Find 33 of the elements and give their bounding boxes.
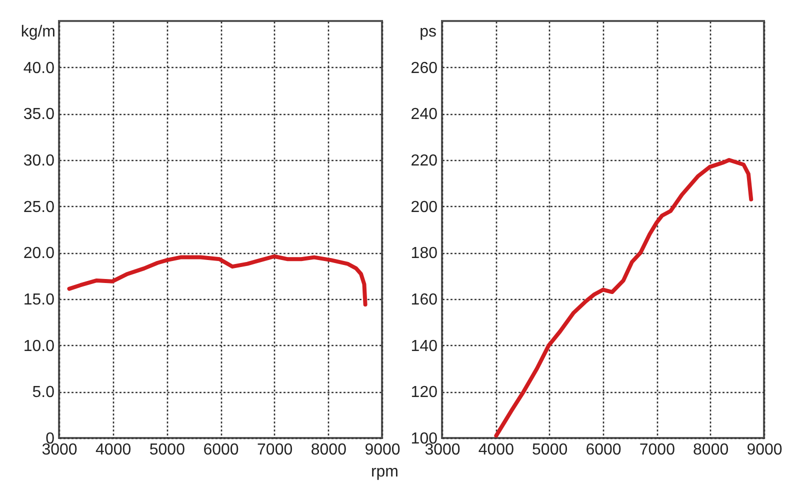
x-tick-label: 5000 — [532, 442, 568, 458]
y-tick-label: 120 — [410, 384, 438, 402]
y-tick-label: 10.0 — [23, 338, 55, 355]
y-tick-label: 20.0 — [23, 245, 55, 262]
y-tick-label: 200 — [410, 198, 438, 216]
x-tick-label: 4000 — [478, 442, 514, 458]
x-tick-label: 6000 — [203, 442, 239, 458]
line-series — [67, 254, 368, 307]
x-tick-label: 5000 — [149, 442, 186, 458]
y-tick-label: 220 — [410, 152, 438, 170]
y-axis-title: kg/m — [20, 24, 56, 40]
x-axis-title: rpm — [370, 464, 398, 480]
x-tick-label: 7000 — [257, 442, 293, 458]
y-tick-label: 260 — [410, 60, 438, 77]
x-tick-label: 9000 — [364, 442, 400, 458]
y-tick-label: 35.0 — [23, 106, 55, 124]
y-tick-label: 25.0 — [23, 198, 55, 216]
x-tick-label: 7000 — [639, 442, 676, 458]
y-axis-title: ps — [420, 24, 436, 40]
x-tick-label: 6000 — [586, 442, 622, 458]
x-tick-label: 8000 — [693, 442, 729, 458]
y-tick-label: 15.0 — [23, 292, 55, 308]
x-tick-label: 8000 — [310, 442, 347, 458]
y-tick-label: 5.0 — [32, 384, 55, 402]
y-tick-label: 180 — [410, 245, 438, 262]
y-tick-label: 240 — [410, 106, 438, 124]
y-tick-label: 30.0 — [23, 152, 55, 170]
y-tick-label: 160 — [410, 292, 438, 308]
x-tick-label: 4000 — [96, 442, 132, 458]
x-tick-label: 9000 — [746, 442, 782, 458]
y-tick-label: 140 — [410, 338, 438, 355]
line-series — [494, 158, 754, 438]
y-tick-label: 40.0 — [23, 60, 55, 77]
